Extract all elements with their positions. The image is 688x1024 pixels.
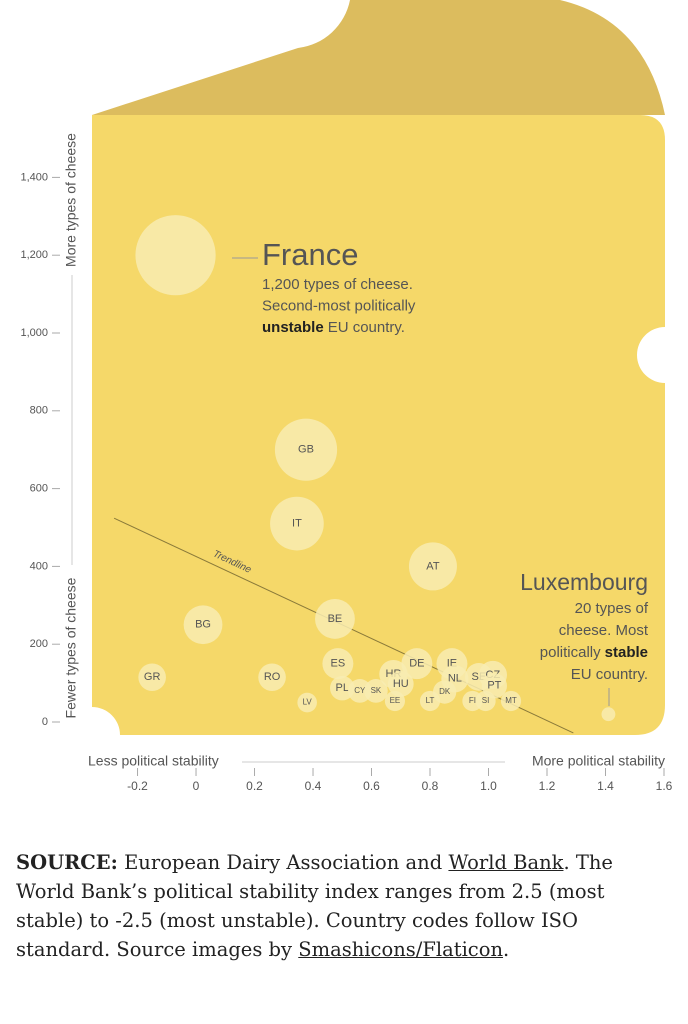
bubble <box>274 418 338 481</box>
bubble <box>270 496 324 551</box>
bubble-label: LT <box>426 696 435 705</box>
annotation-segment: stable <box>605 644 648 661</box>
x-tick-label: 0.8 <box>422 779 439 793</box>
y-tick-label: 1,400 <box>20 171 48 183</box>
source-text: . <box>503 938 510 961</box>
annotation-segment: cheese. Most <box>559 622 649 639</box>
bubble <box>297 692 317 713</box>
bubble-label: BE <box>328 613 343 625</box>
y-label-top: More types of cheese <box>63 133 79 267</box>
bubble-label: SK <box>371 686 382 695</box>
bubble-label: MT <box>505 696 517 705</box>
y-tick-label: 200 <box>30 638 48 650</box>
bubble <box>419 690 441 712</box>
x-tick-label: 0.4 <box>305 779 322 793</box>
source-text: European Dairy Association and <box>117 851 449 874</box>
source-link[interactable]: Smashicons/Flaticon <box>298 938 504 961</box>
x-label-right: More political stability <box>532 753 665 769</box>
bubble <box>601 707 616 722</box>
bubble <box>258 663 286 692</box>
bubble-label: AT <box>426 560 440 572</box>
x-tick-label: 0 <box>193 779 200 793</box>
source-link[interactable]: World Bank <box>448 851 564 874</box>
bubble <box>364 679 388 703</box>
bubble-label: SI <box>482 696 490 705</box>
y-tick-label: 600 <box>30 483 48 495</box>
annotation-text: EU country. <box>571 666 648 683</box>
bubble-label: GB <box>298 444 314 456</box>
bubble <box>387 670 414 697</box>
bubble-label: HU <box>393 678 409 690</box>
annotation-text: cheese. Most <box>559 622 649 639</box>
source-label: SOURCE: <box>16 851 118 874</box>
bubble-label: FI <box>469 696 476 705</box>
bubble <box>384 690 405 712</box>
annotation-title: Luxembourg <box>520 569 648 595</box>
y-tick-label: 0 <box>42 716 48 728</box>
y-tick-label: 1,000 <box>20 327 48 339</box>
bubble <box>183 605 223 645</box>
bubble <box>322 648 354 680</box>
bubble <box>500 690 522 712</box>
bubble <box>135 215 216 296</box>
annotation-text: politically stable <box>540 644 648 661</box>
cheese-body <box>92 115 665 735</box>
bubble-label: BG <box>195 619 211 631</box>
annotation-segment: EU country. <box>328 319 405 336</box>
annotation-text: unstable EU country. <box>262 319 405 336</box>
bubble-label: CY <box>354 686 366 695</box>
annotation-segment: unstable <box>262 319 324 336</box>
annotation-text: Second-most politically <box>262 297 416 314</box>
bubble <box>330 675 355 701</box>
y-tick-label: 1,200 <box>20 249 48 261</box>
chart: More types of cheese Fewer types of chee… <box>20 0 673 793</box>
y-tick-label: 800 <box>30 405 48 417</box>
x-tick-label: 1.2 <box>539 779 556 793</box>
annotation-title: France <box>262 237 358 272</box>
annotation-segment: Second-most politically <box>262 297 416 314</box>
annotation-text: 20 types of <box>575 600 649 617</box>
bubble <box>401 648 433 680</box>
bubble-label: ES <box>331 658 346 670</box>
bubble-label: PL <box>336 682 349 694</box>
annotation-segment: 1,200 types of cheese. <box>262 276 413 293</box>
x-tick-label: -0.2 <box>127 779 148 793</box>
x-tick-label: 1.4 <box>597 779 614 793</box>
annotation-segment: politically <box>540 644 601 661</box>
bubble-label: GR <box>144 671 161 683</box>
y-label-bottom: Fewer types of cheese <box>63 577 79 718</box>
annotation-segment: EU country. <box>571 666 648 683</box>
bubble <box>475 690 496 712</box>
annotation-segment: 20 types of <box>575 600 649 617</box>
bubble-label: LV <box>303 698 313 707</box>
bubble-label: EE <box>390 696 401 705</box>
x-tick-label: 0.2 <box>246 779 263 793</box>
source-note: SOURCE: European Dairy Association and W… <box>16 848 676 964</box>
x-tick-label: 1.6 <box>656 779 673 793</box>
bubble <box>138 663 166 692</box>
y-tick-label: 400 <box>30 560 48 572</box>
x-tick-label: 0.6 <box>363 779 380 793</box>
source-text: . The World Bank’s political stability i… <box>16 851 613 961</box>
bubble <box>315 599 355 639</box>
bubble-label: DE <box>409 658 424 670</box>
bubble-label: IT <box>292 518 302 530</box>
bubble <box>408 542 457 591</box>
bubble-label: PT <box>487 680 501 692</box>
annotation-text: 1,200 types of cheese. <box>262 276 413 293</box>
x-tick-label: 1.0 <box>480 779 497 793</box>
bubble-label: NL <box>448 673 462 685</box>
bubble-label: RO <box>264 671 281 683</box>
cheese-top <box>92 0 665 115</box>
x-label-left: Less political stability <box>88 753 219 769</box>
bubble-label: IE <box>447 658 457 670</box>
bubble-label: DK <box>439 687 451 696</box>
